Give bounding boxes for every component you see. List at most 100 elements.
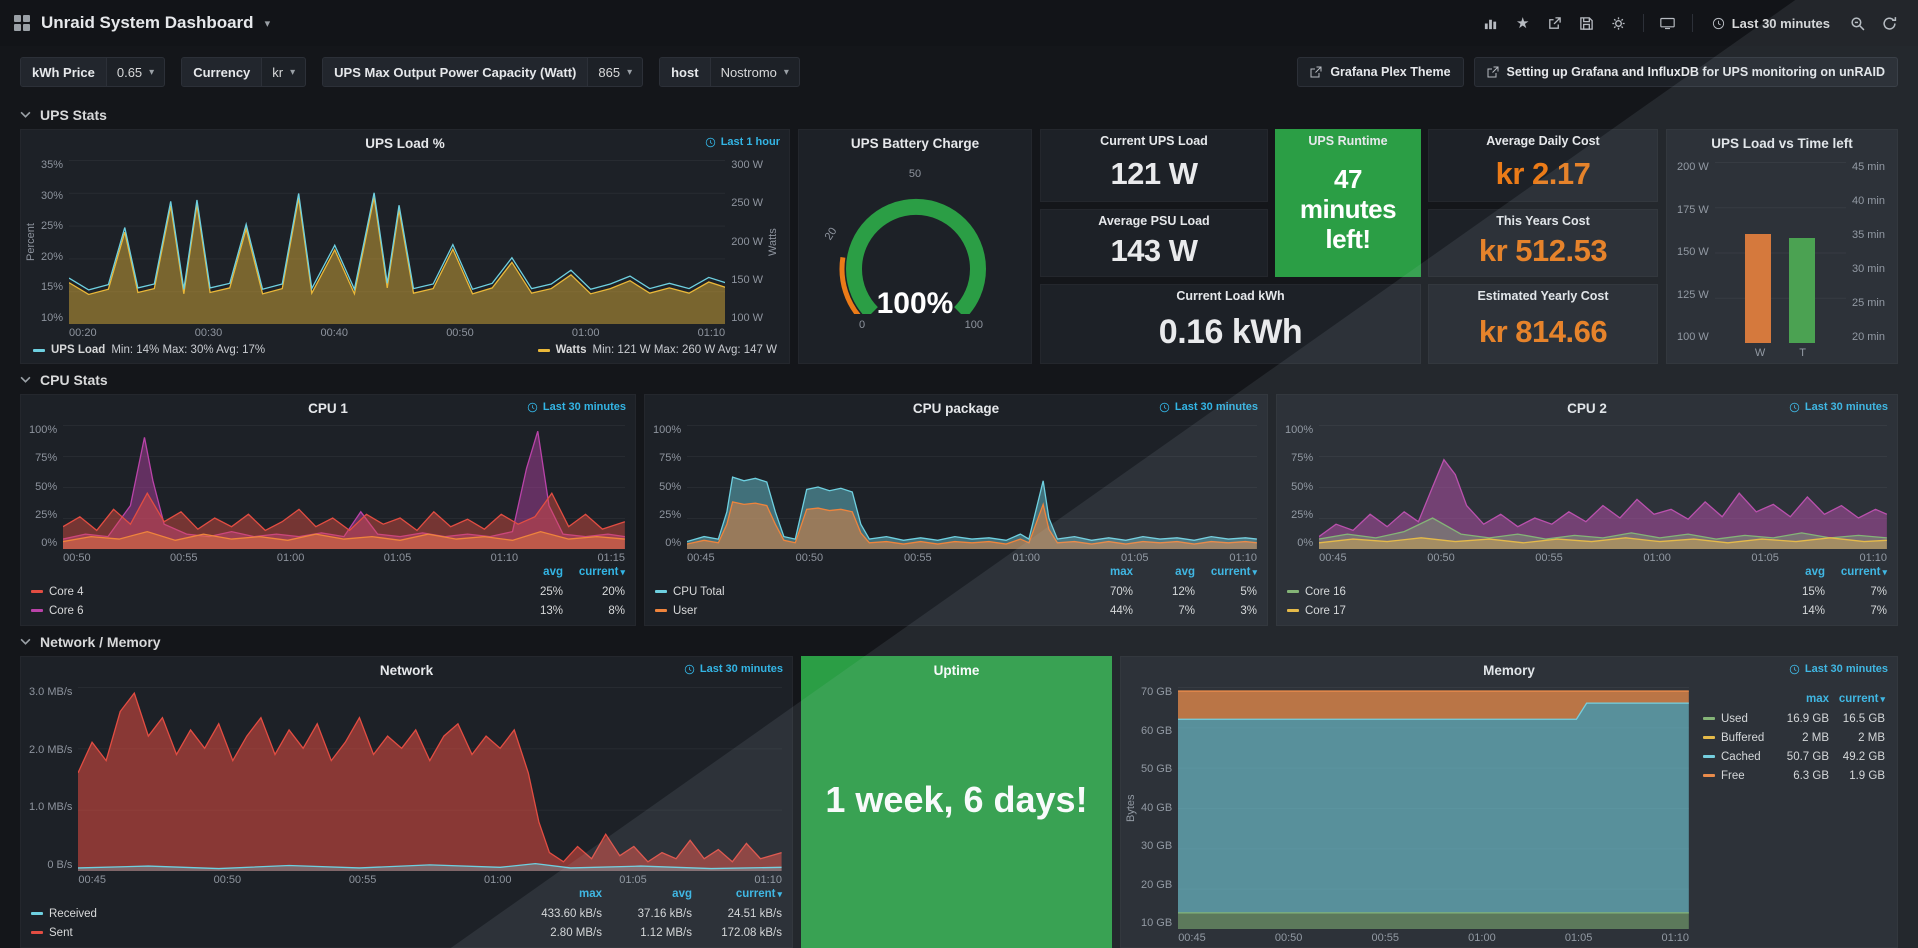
legend-row[interactable]: Core 6 13% 8% — [31, 601, 625, 620]
series-swatch — [31, 931, 43, 934]
link-setup-guide[interactable]: Setting up Grafana and InfluxDB for UPS … — [1473, 57, 1898, 87]
star-button[interactable]: ★ — [1508, 8, 1538, 38]
panel-time-badge[interactable]: Last 1 hour — [705, 136, 780, 148]
legend-item[interactable]: Watts Min: 121 W Max: 260 W Avg: 147 W — [537, 344, 777, 356]
cpu1-plot[interactable] — [63, 425, 625, 549]
panel-ups-load: UPS Load % Last 1 hour Percent 35% 30% 25%… — [20, 129, 790, 364]
panel-title[interactable]: UPS Battery Charge — [850, 135, 980, 151]
cycle-view-button[interactable] — [1653, 8, 1683, 38]
star-icon: ★ — [1516, 15, 1530, 32]
panel-average-daily-cost: Average Daily Cost kr 2.17 — [1428, 129, 1658, 202]
clock-icon — [684, 664, 695, 674]
legend-row[interactable]: Buffered 2 MB 2 MB — [1703, 728, 1885, 747]
legend-row[interactable]: Used 16.9 GB 16.5 GB — [1703, 709, 1885, 728]
gauge-threshold-arc — [839, 257, 861, 314]
panel-ups-load-vs-time-left: UPS Load vs Time left 200 W 175 W 150 W 125… — [1666, 129, 1898, 364]
panel-title[interactable]: CPU package — [912, 400, 1000, 416]
chevron-down-icon: ▾ — [149, 66, 155, 78]
variable-currency[interactable]: Currency kr ▾ — [181, 57, 307, 87]
series-swatch — [33, 348, 45, 352]
legend-row[interactable]: Free 6.3 GB 1.9 GB — [1703, 766, 1885, 785]
external-link-icon — [1310, 66, 1322, 78]
section-cpu-stats[interactable]: CPU Stats — [0, 364, 1918, 394]
panel-title[interactable]: Network — [379, 662, 434, 678]
refresh-button[interactable] — [1874, 8, 1904, 38]
variable-kwh-price[interactable]: kWh Price 0.65 ▾ — [20, 57, 166, 87]
share-button[interactable] — [1540, 8, 1570, 38]
x-axis: 00:45 00:50 00:55 01:00 01:05 01:10 — [78, 874, 782, 886]
x-axis: 00:45 00:50 00:55 01:00 01:05 01:10 — [1178, 932, 1689, 944]
stat-value: 47 minutes left! — [1299, 164, 1397, 254]
memory-plot[interactable] — [1178, 687, 1689, 929]
bar-time-left — [1789, 238, 1816, 343]
section-ups-stats[interactable]: UPS Stats — [0, 99, 1918, 129]
section-network-memory[interactable]: Network / Memory — [0, 626, 1918, 656]
variable-host[interactable]: host Nostromo ▾ — [659, 57, 800, 87]
link-grafana-plex-theme[interactable]: Grafana Plex Theme — [1297, 57, 1464, 87]
series-swatch — [1703, 717, 1715, 720]
panel-ups-battery-charge: UPS Battery Charge 0 20 50 100 100% — [798, 129, 1032, 364]
panel-time-badge[interactable]: Last 30 minutes — [1789, 401, 1888, 413]
legend-row[interactable]: Core 16 15% 7% — [1287, 582, 1887, 601]
panel-title[interactable]: Memory — [1483, 662, 1535, 678]
panel-title[interactable]: CPU 1 — [308, 400, 348, 416]
panel-current-load-kwh: Current Load kWh 0.16 kWh — [1040, 284, 1421, 364]
chevron-down-icon — [20, 111, 31, 118]
legend-row[interactable]: User 44% 7% 3% — [655, 601, 1257, 620]
clock-icon — [1159, 402, 1170, 412]
ups-stat-grid: Current UPS Load 121 W UPS Runtime 47 mi… — [1040, 129, 1658, 364]
zoom-out-button[interactable] — [1842, 8, 1872, 38]
legend-item[interactable]: UPS Load Min: 14% Max: 30% Avg: 17% — [33, 344, 265, 356]
panel-time-badge[interactable]: Last 30 minutes — [527, 401, 626, 413]
legend-row[interactable]: Core 17 14% 7% — [1287, 601, 1887, 620]
panel-title[interactable]: CPU 2 — [1567, 400, 1607, 416]
gauge-value: 100% — [876, 287, 954, 320]
stat-value: kr 2.17 — [1495, 155, 1591, 191]
bar-plot[interactable] — [1714, 162, 1846, 343]
variable-value: 865 — [598, 64, 621, 80]
settings-button[interactable] — [1604, 8, 1634, 38]
panel-title[interactable]: UPS Load vs Time left — [1711, 135, 1853, 151]
legend-row[interactable]: Sent 2.80 MB/s 1.12 MB/s 172.08 kB/s — [31, 923, 782, 942]
panel-network: Network Last 30 minutes 3.0 MB/s 2.0 MB/s… — [20, 656, 793, 948]
series-swatch — [31, 609, 43, 612]
legend-row[interactable]: Cached 50.7 GB 49.2 GB — [1703, 747, 1885, 766]
panel-time-badge[interactable]: Last 30 minutes — [684, 663, 783, 675]
time-range-button[interactable]: Last 30 minutes — [1702, 16, 1840, 31]
cpu2-plot[interactable] — [1319, 425, 1887, 549]
y-axis-left: 3.0 MB/s 2.0 MB/s 1.0 MB/s 0 B/s — [29, 686, 73, 871]
cpu-package-plot[interactable] — [687, 425, 1257, 549]
dashboard-grid-icon[interactable] — [14, 15, 30, 31]
y-axis-left: 100% 75% 50% 25% 0% — [653, 424, 682, 549]
variable-ups-max-output[interactable]: UPS Max Output Power Capacity (Watt) 865… — [322, 57, 644, 87]
panel-title[interactable]: UPS Load % — [365, 135, 445, 151]
series-swatch — [1287, 590, 1299, 593]
clock-icon — [1789, 664, 1800, 674]
panel-title[interactable]: Uptime — [933, 662, 980, 678]
panel-cpu2: CPU 2 Last 30 minutes 100% 75% 50% 25% 0% 00… — [1276, 394, 1898, 626]
divider — [1642, 14, 1644, 32]
series-swatch — [1703, 774, 1715, 777]
legend-row[interactable]: Received 433.60 kB/s 37.16 kB/s 24.51 kB/s — [31, 904, 782, 923]
network-plot[interactable] — [78, 687, 782, 871]
panel-time-badge[interactable]: Last 30 minutes — [1789, 663, 1888, 675]
chevron-down-icon[interactable]: ▾ — [264, 17, 271, 30]
ups-load-plot[interactable] — [69, 160, 726, 324]
add-panel-button[interactable] — [1476, 8, 1506, 38]
chevron-down-icon: ▾ — [627, 66, 633, 78]
legend-row[interactable]: Core 4 25% 20% — [31, 582, 625, 601]
chevron-down-icon: ▾ — [783, 66, 789, 78]
variable-label: UPS Max Output Power Capacity (Watt) — [323, 58, 588, 86]
panel-time-badge[interactable]: Last 30 minutes — [1159, 401, 1258, 413]
dashboard-title[interactable]: Unraid System Dashboard — [41, 13, 254, 32]
legend: UPS Load Min: 14% Max: 30% Avg: 17% Watt… — [21, 340, 789, 363]
stat-value: kr 512.53 — [1478, 233, 1608, 268]
x-axis: 00:45 00:50 00:55 01:00 01:05 01:10 — [1319, 552, 1887, 564]
series-swatch — [31, 590, 43, 593]
clock-icon — [705, 137, 715, 147]
legend-row[interactable]: CPU Total 70% 12% 5% — [655, 582, 1257, 601]
y-axis-left: 70 GB 60 GB 50 GB 40 GB 30 GB 20 GB 10 GB — [1141, 686, 1173, 929]
save-button[interactable] — [1572, 8, 1602, 38]
